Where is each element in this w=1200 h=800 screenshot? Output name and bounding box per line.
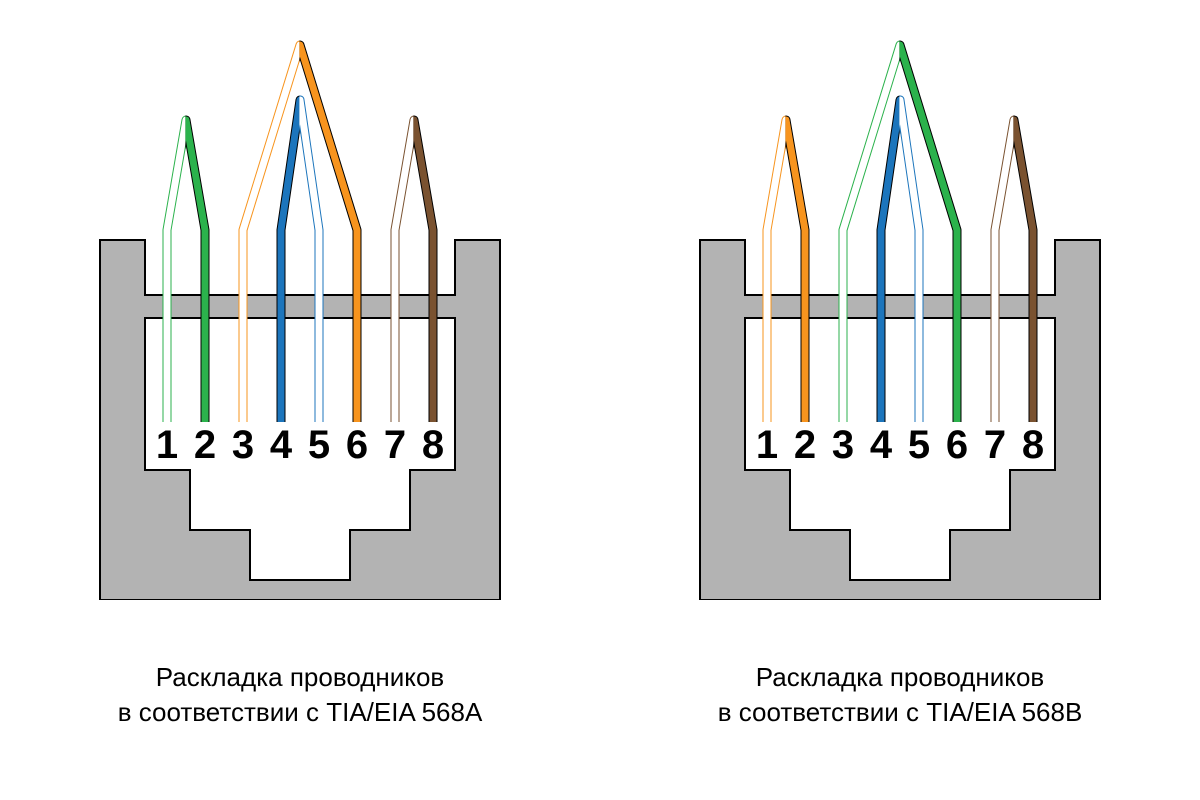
- wire-pin-2: [767, 120, 805, 422]
- pin-label-7: 7: [984, 423, 1006, 467]
- figure-t568a: 12345678: [90, 40, 510, 600]
- wire-pin-7: [395, 120, 433, 422]
- figure-t568b: 12345678: [690, 40, 1110, 600]
- wire-pin-4: [881, 100, 919, 422]
- wire-pin-7: [995, 120, 1033, 422]
- diagram-svg-t568b: 12345678: [690, 40, 1110, 600]
- wire-pin-4: [281, 100, 319, 422]
- panel-t568b: 12345678 Раскладка проводников в соответ…: [660, 40, 1140, 760]
- diagram-svg-t568a: 12345678: [90, 40, 510, 600]
- pin-label-5: 5: [308, 423, 330, 467]
- caption-line1: Раскладка проводников: [156, 662, 444, 692]
- pin-label-5: 5: [908, 423, 930, 467]
- connector-body: [700, 240, 1100, 600]
- pin-label-1: 1: [756, 423, 778, 467]
- caption-line1: Раскладка проводников: [756, 662, 1044, 692]
- pin-label-2: 2: [194, 423, 216, 467]
- pin-label-2: 2: [794, 423, 816, 467]
- pin-label-8: 8: [1022, 423, 1044, 467]
- pin-label-1: 1: [156, 423, 178, 467]
- caption-t568a: Раскладка проводников в соответствии с T…: [118, 660, 483, 730]
- wire-pin-5: [281, 100, 319, 422]
- connector-body: [100, 240, 500, 600]
- pin-label-8: 8: [422, 423, 444, 467]
- pin-label-4: 4: [270, 423, 293, 467]
- wire-pin-1: [767, 120, 805, 422]
- pin-label-7: 7: [384, 423, 406, 467]
- wire-pin-8: [995, 120, 1033, 422]
- pin-label-3: 3: [832, 423, 854, 467]
- pin-label-6: 6: [946, 423, 968, 467]
- wire-pin-2: [167, 120, 205, 422]
- caption-t568b: Раскладка проводников в соответствии с T…: [718, 660, 1083, 730]
- caption-line2: в соответствии с TIA/EIA 568A: [118, 697, 483, 727]
- caption-line2: в соответствии с TIA/EIA 568B: [718, 697, 1083, 727]
- wire-pin-5: [881, 100, 919, 422]
- pin-label-4: 4: [870, 423, 893, 467]
- pin-label-6: 6: [346, 423, 368, 467]
- wires-group: [767, 45, 1033, 422]
- wires-group: [167, 45, 433, 422]
- pin-label-3: 3: [232, 423, 254, 467]
- panel-t568a: 12345678 Раскладка проводников в соответ…: [60, 40, 540, 760]
- wire-pin-8: [395, 120, 433, 422]
- wire-pin-1: [167, 120, 205, 422]
